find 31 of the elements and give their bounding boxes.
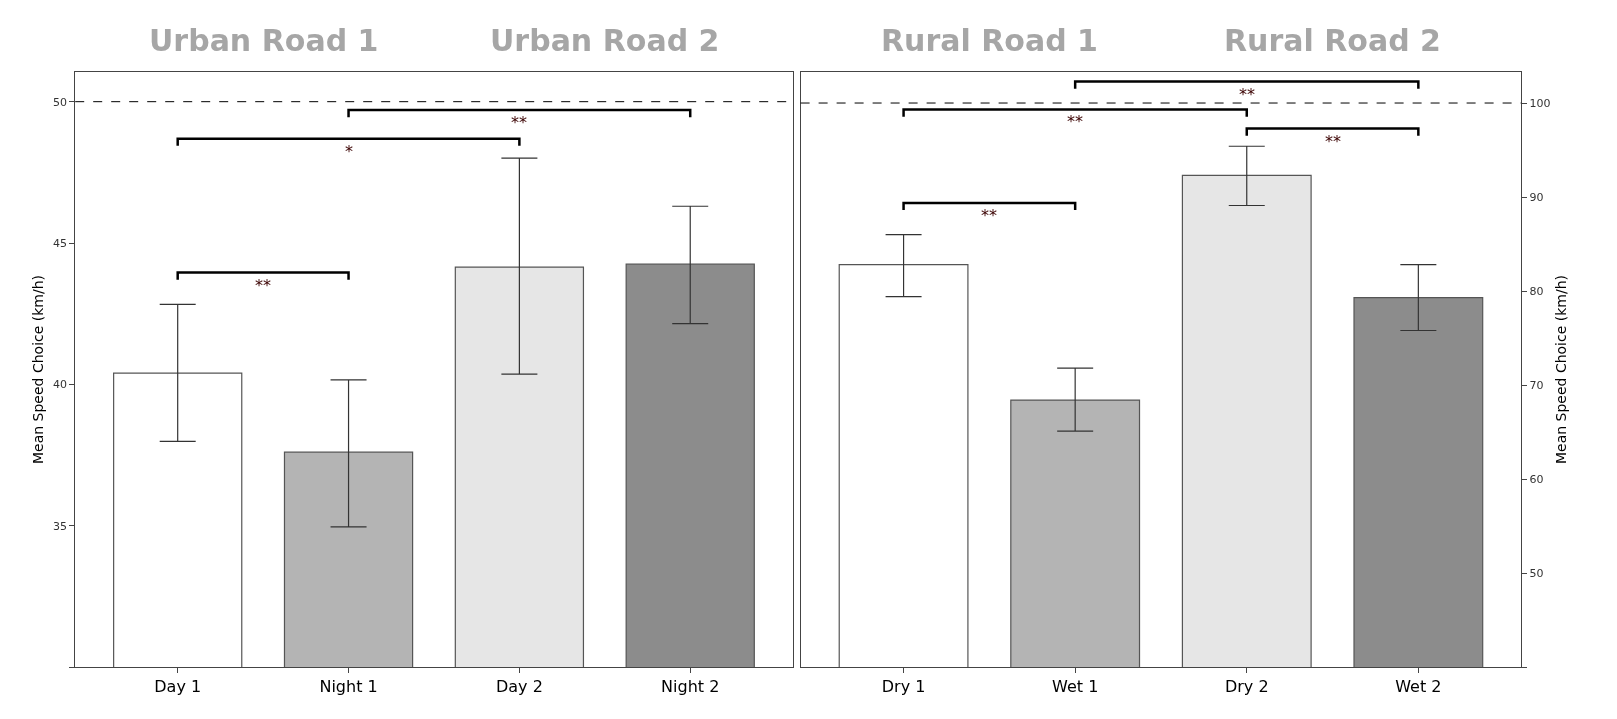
x-tick-label: Night 2	[661, 677, 720, 697]
annotation: **	[1239, 85, 1255, 104]
y2-tick-label: 50	[1529, 566, 1544, 580]
annotation: **	[511, 113, 527, 132]
x-tick-label: Dry 1	[881, 677, 926, 697]
y2-tick-label: 60	[1529, 472, 1544, 486]
text: Rural Road 1	[881, 23, 1098, 58]
y2-tick-label: 80	[1529, 284, 1544, 298]
x-tick-label: Day 1	[154, 677, 202, 697]
annotation: *	[345, 142, 353, 161]
y-axis-title: Mean Speed Choice (km/h)	[29, 274, 46, 465]
y-tick-label: 45	[53, 236, 67, 250]
x-tick-label: Wet 1	[1052, 677, 1099, 697]
annotation: **	[981, 206, 997, 225]
y2-tick-label: 100	[1529, 96, 1551, 110]
annotation: **	[1325, 132, 1341, 151]
annotation: **	[255, 276, 271, 295]
y-tick-label: 35	[53, 519, 67, 533]
y-tick-label: 40	[53, 378, 67, 392]
y-tick-label: 50	[53, 95, 67, 109]
y2-tick-label: 70	[1529, 378, 1544, 392]
text: Rural Road 2	[1224, 23, 1441, 58]
y2-tick-label: 90	[1529, 190, 1544, 204]
annotation: **	[1067, 112, 1083, 131]
x-tick-label: Night 1	[319, 677, 378, 697]
x-tick-label: Day 2	[495, 677, 543, 697]
x-tick-label: Wet 2	[1395, 677, 1442, 697]
text: Urban Road 1	[149, 23, 379, 58]
text: Urban Road 2	[490, 23, 720, 58]
x-tick-label: Dry 2	[1224, 677, 1269, 697]
y2-axis-title: Mean Speed Choice (km/h)	[1552, 274, 1569, 465]
